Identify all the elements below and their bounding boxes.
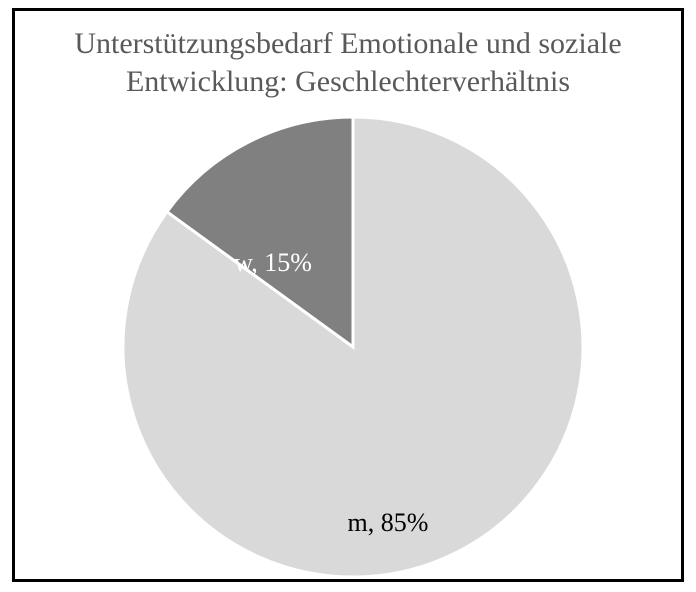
pie-label-w: w, 15%	[234, 248, 312, 277]
pie-label-m: m, 85%	[348, 508, 429, 537]
pie-slice-w	[164, 115, 355, 350]
chart-frame: Unterstützungsbedarf Emotionale und sozi…	[12, 8, 684, 582]
chart-title: Unterstützungsbedarf Emotionale und sozi…	[15, 25, 681, 101]
pie-slices	[121, 115, 585, 579]
pie-chart: w, 15% m, 85%	[121, 115, 585, 579]
chart-title-line-2: Entwicklung: Geschlechterverhältnis	[125, 65, 571, 98]
pie-labels: w, 15% m, 85%	[234, 248, 428, 537]
chart-title-line-1: Unterstützungsbedarf Emotionale und sozi…	[74, 27, 622, 60]
pie-slice-m	[121, 115, 585, 579]
